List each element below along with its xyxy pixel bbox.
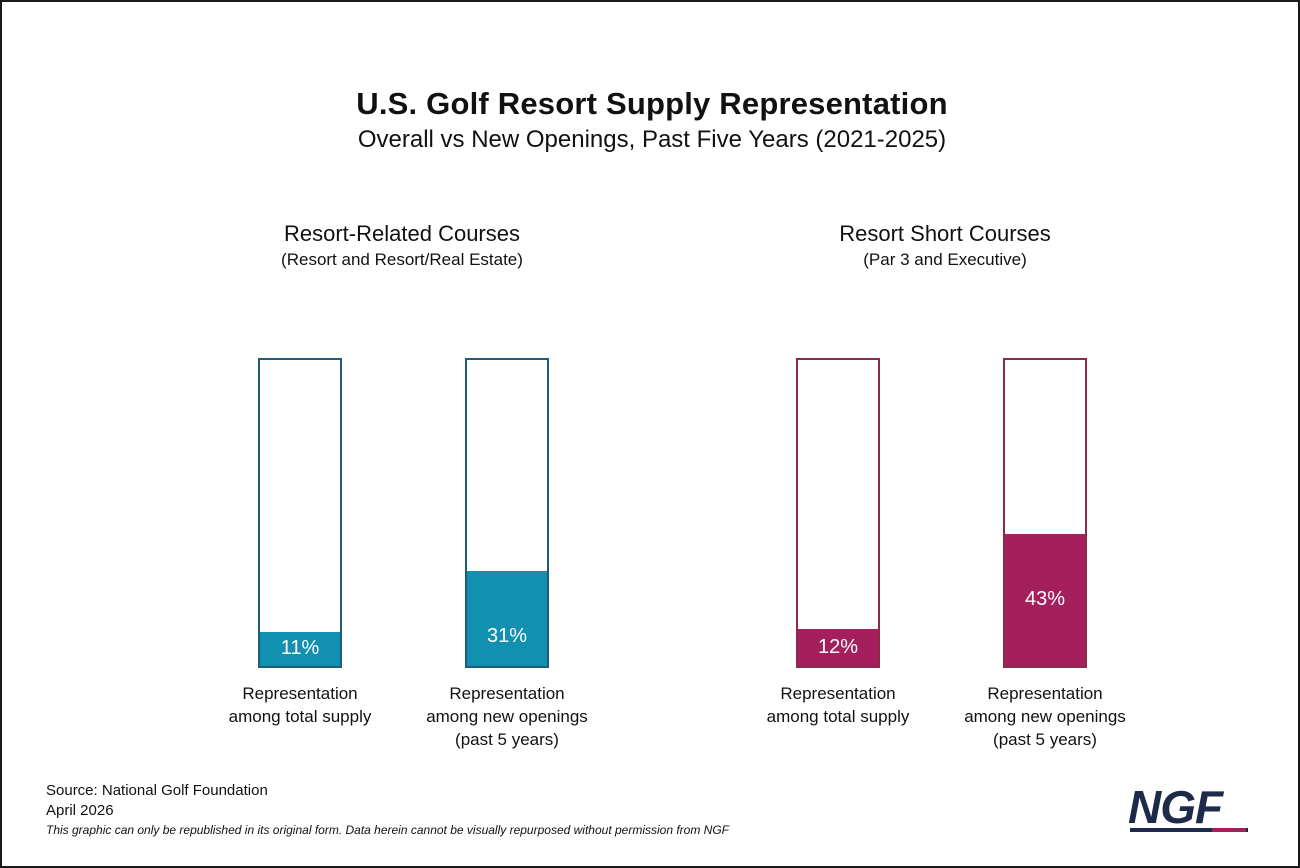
bar-caption: Representation among total supply (728, 682, 948, 728)
bar-outline: 11% (258, 358, 342, 668)
bar-caption: Representation among new openings (past 5 … (935, 682, 1155, 751)
group-subtitle-resort-short: (Par 3 and Executive) (863, 250, 1027, 269)
bar-caption-line: among new openings (426, 707, 588, 726)
bar-value-label: 11% (280, 637, 320, 659)
ngf-logo-text: NGF (1128, 781, 1223, 833)
bar-outline: 43% (1003, 358, 1087, 668)
bar-fill (260, 632, 340, 666)
bar-caption-line: (past 5 years) (455, 730, 559, 749)
group-title-resort-short: Resort Short Courses (839, 221, 1051, 246)
group-title-resort-related: Resort-Related Courses (284, 221, 520, 246)
bar-fill (798, 629, 878, 666)
group-subtitle-resort-related: (Resort and Resort/Real Estate) (281, 250, 523, 269)
bar-fill (467, 571, 547, 666)
bar-outline: 12% (796, 358, 880, 668)
bar-caption-line: Representation (242, 684, 358, 703)
ngf-logo-rule (1130, 828, 1248, 832)
bar-caption: Representation among new openings (past 5 … (397, 682, 617, 751)
bar-caption: Representation among total supply (190, 682, 410, 728)
bar-fill (1005, 534, 1085, 666)
source-note: Source: National Golf Foundation (46, 782, 268, 799)
date-note: April 2026 (46, 802, 114, 819)
bar-caption-line: (past 5 years) (993, 730, 1097, 749)
bar-caption-line: among total supply (228, 707, 372, 726)
bar-outline: 31% (465, 358, 549, 668)
bar-caption-line: Representation (987, 684, 1103, 703)
ngf-logo-accent (1212, 828, 1246, 832)
ngf-logo: NGF (1128, 781, 1250, 833)
bar-value-label: 31% (486, 625, 528, 647)
bar-value-label: 43% (1024, 588, 1066, 610)
bar-caption-line: among total supply (766, 707, 910, 726)
bar-caption-line: Representation (449, 684, 565, 703)
chart-title: U.S. Golf Resort Supply Representation (356, 86, 948, 121)
permission-note: This graphic can only be republished in … (46, 823, 729, 837)
chart-subtitle: Overall vs New Openings, Past Five Years… (357, 126, 947, 153)
bar-caption-line: among new openings (964, 707, 1126, 726)
bar-caption-line: Representation (780, 684, 896, 703)
bar-value-label: 12% (817, 635, 859, 658)
